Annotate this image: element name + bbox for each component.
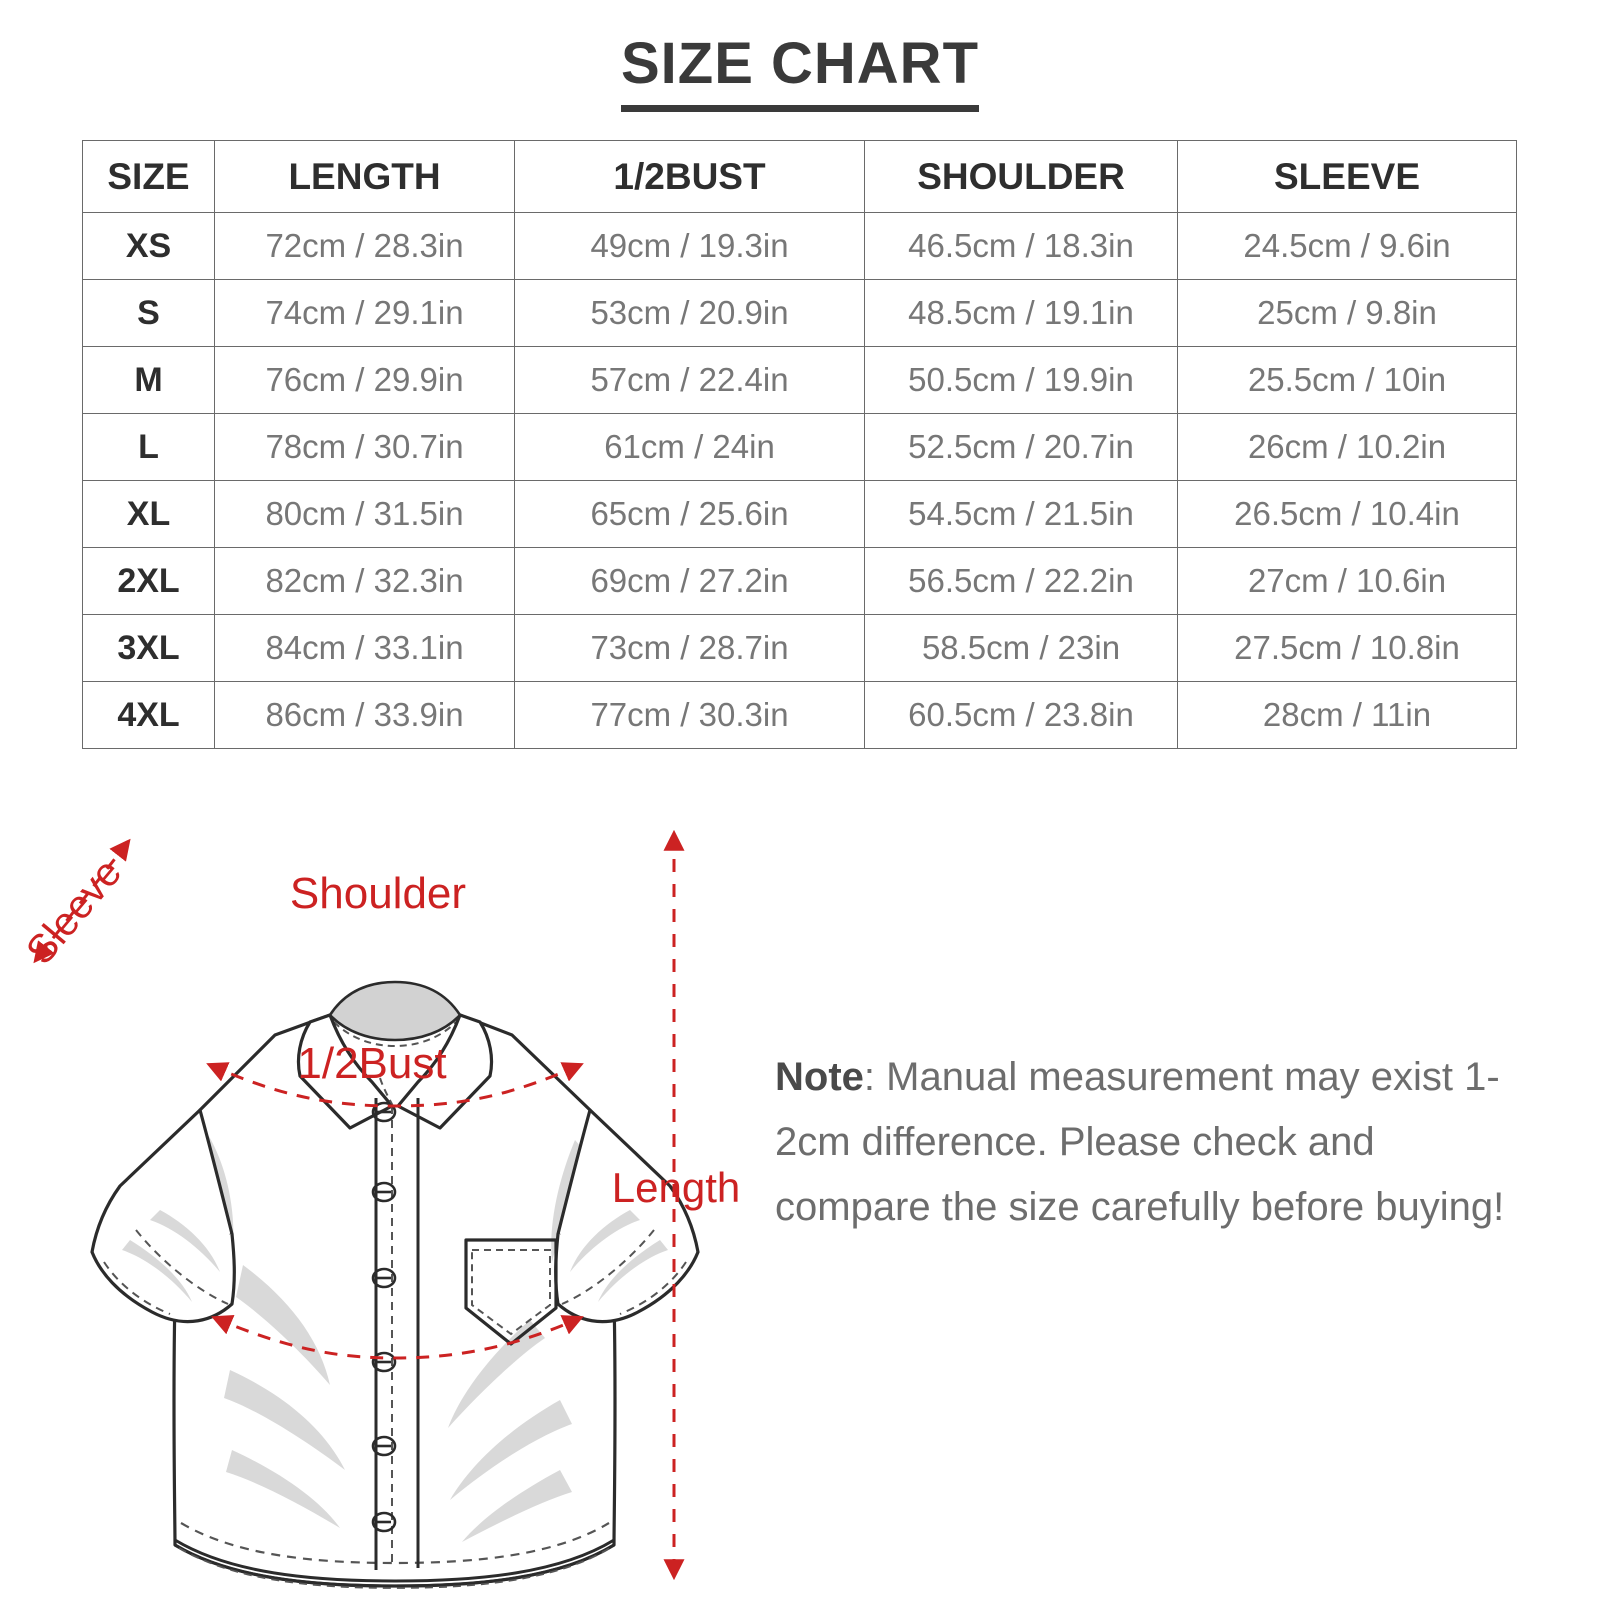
cell-length: 76cm / 29.9in	[214, 346, 515, 414]
label-length: Length	[612, 1164, 740, 1211]
cell-shoulder: 60.5cm / 23.8in	[864, 681, 1178, 749]
cell-bust: 53cm / 20.9in	[514, 279, 865, 347]
size-table-container: SIZE LENGTH 1/2BUST SHOULDER SLEEVE XS 7…	[82, 140, 1517, 749]
shirt-diagram: Shoulder 1/2Bust Sleeve Length	[0, 810, 780, 1600]
cell-bust: 69cm / 27.2in	[514, 547, 865, 615]
cell-size: XL	[82, 480, 215, 548]
button-group	[371, 1101, 397, 1533]
cell-size: 4XL	[82, 681, 215, 749]
cell-size: L	[82, 413, 215, 481]
cell-shoulder: 52.5cm / 20.7in	[864, 413, 1178, 481]
cell-shoulder: 58.5cm / 23in	[864, 614, 1178, 682]
cell-shoulder: 46.5cm / 18.3in	[864, 212, 1178, 280]
cell-length: 82cm / 32.3in	[214, 547, 515, 615]
note-block: Note: Manual measurement may exist 1-2cm…	[775, 1045, 1515, 1239]
table-row: S 74cm / 29.1in 53cm / 20.9in 48.5cm / 1…	[82, 279, 1517, 347]
cell-length: 72cm / 28.3in	[214, 212, 515, 280]
cell-length: 74cm / 29.1in	[214, 279, 515, 347]
cell-size: M	[82, 346, 215, 414]
size-table-body: XS 72cm / 28.3in 49cm / 19.3in 46.5cm / …	[82, 212, 1517, 749]
cell-sleeve: 26.5cm / 10.4in	[1177, 480, 1517, 548]
cell-sleeve: 26cm / 10.2in	[1177, 413, 1517, 481]
cell-size: S	[82, 279, 215, 347]
page-title-container: SIZE CHART	[0, 33, 1600, 112]
cell-length: 86cm / 33.9in	[214, 681, 515, 749]
size-table-head: SIZE LENGTH 1/2BUST SHOULDER SLEEVE	[82, 140, 1517, 213]
table-row: L 78cm / 30.7in 61cm / 24in 52.5cm / 20.…	[82, 413, 1517, 481]
table-row: 4XL 86cm / 33.9in 77cm / 30.3in 60.5cm /…	[82, 681, 1517, 749]
shoulder-measure-line	[206, 1062, 584, 1108]
cell-sleeve: 27cm / 10.6in	[1177, 547, 1517, 615]
sleeve-measure-line	[33, 838, 131, 964]
shirt-outline-group	[90, 980, 700, 1589]
cell-bust: 49cm / 19.3in	[514, 212, 865, 280]
cell-size: 2XL	[82, 547, 215, 615]
cell-shoulder: 56.5cm / 22.2in	[864, 547, 1178, 615]
table-row: XL 80cm / 31.5in 65cm / 25.6in 54.5cm / …	[82, 480, 1517, 548]
cell-bust: 77cm / 30.3in	[514, 681, 865, 749]
fabric-shading	[200, 1130, 588, 1542]
cell-bust: 61cm / 24in	[514, 413, 865, 481]
label-half-bust: 1/2Bust	[297, 1039, 446, 1088]
table-row: XS 72cm / 28.3in 49cm / 19.3in 46.5cm / …	[82, 212, 1517, 280]
column-header-bust: 1/2BUST	[514, 140, 865, 213]
column-header-length: LENGTH	[214, 140, 515, 213]
column-header-sleeve: SLEEVE	[1177, 140, 1517, 213]
cell-bust: 65cm / 25.6in	[514, 480, 865, 548]
cell-sleeve: 28cm / 11in	[1177, 681, 1517, 749]
cell-sleeve: 25.5cm / 10in	[1177, 346, 1517, 414]
table-row: 3XL 84cm / 33.1in 73cm / 28.7in 58.5cm /…	[82, 614, 1517, 682]
cell-shoulder: 48.5cm / 19.1in	[864, 279, 1178, 347]
cell-shoulder: 50.5cm / 19.9in	[864, 346, 1178, 414]
cell-bust: 57cm / 22.4in	[514, 346, 865, 414]
note-separator: :	[863, 1055, 887, 1099]
cell-bust: 73cm / 28.7in	[514, 614, 865, 682]
page-title: SIZE CHART	[621, 33, 979, 112]
table-row: 2XL 82cm / 32.3in 69cm / 27.2in 56.5cm /…	[82, 547, 1517, 615]
table-header-row: SIZE LENGTH 1/2BUST SHOULDER SLEEVE	[82, 140, 1517, 213]
note-label: Note	[775, 1055, 864, 1099]
cell-sleeve: 24.5cm / 9.6in	[1177, 212, 1517, 280]
cell-size: 3XL	[82, 614, 215, 682]
label-shoulder: Shoulder	[290, 869, 466, 918]
label-sleeve: Sleeve	[18, 851, 130, 973]
bust-measure-line	[211, 1314, 584, 1360]
note-text: Manual measurement may exist 1-2cm diffe…	[775, 1055, 1505, 1229]
cell-sleeve: 27.5cm / 10.8in	[1177, 614, 1517, 682]
cell-length: 84cm / 33.1in	[214, 614, 515, 682]
cell-length: 80cm / 31.5in	[214, 480, 515, 548]
size-table: SIZE LENGTH 1/2BUST SHOULDER SLEEVE XS 7…	[82, 140, 1517, 749]
column-header-shoulder: SHOULDER	[864, 140, 1178, 213]
table-row: M 76cm / 29.9in 57cm / 22.4in 50.5cm / 1…	[82, 346, 1517, 414]
column-header-size: SIZE	[82, 140, 215, 213]
cell-size: XS	[82, 212, 215, 280]
cell-sleeve: 25cm / 9.8in	[1177, 279, 1517, 347]
cell-length: 78cm / 30.7in	[214, 413, 515, 481]
cell-shoulder: 54.5cm / 21.5in	[864, 480, 1178, 548]
